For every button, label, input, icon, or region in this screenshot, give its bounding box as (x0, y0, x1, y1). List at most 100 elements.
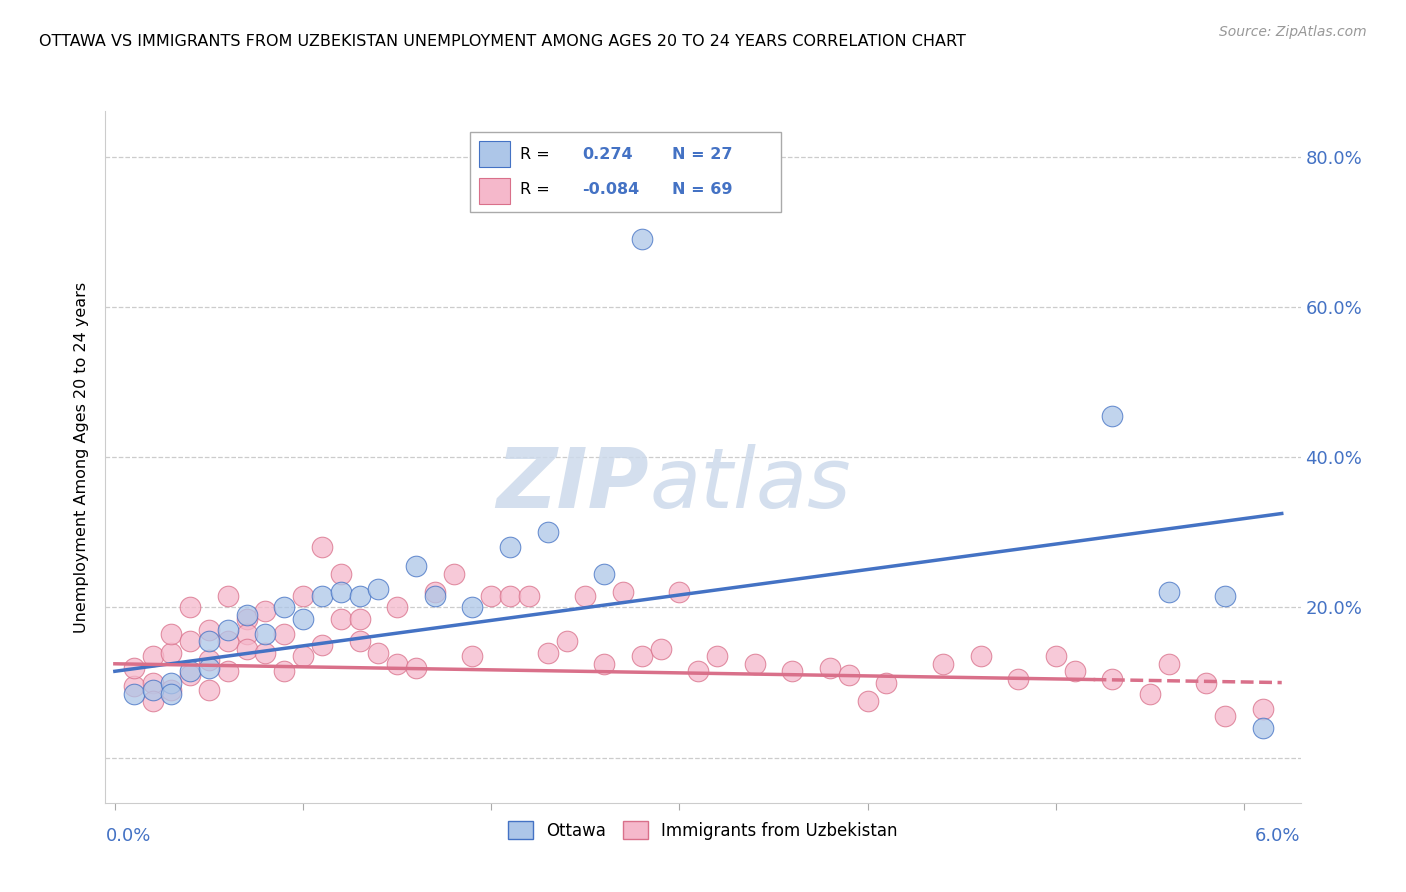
Point (461, 649, 484, 664)
Point (1007, 672, 1029, 686)
Legend: Ottawa, Immigrants from Uzbekistan: Ottawa, Immigrants from Uzbekistan (502, 814, 904, 847)
Point (574, 589, 596, 603)
Point (1139, 687, 1161, 701)
Point (537, 646, 560, 660)
Point (329, 585, 352, 599)
Point (254, 626, 277, 640)
Point (160, 646, 183, 660)
Point (1157, 657, 1180, 671)
Point (499, 541, 522, 555)
Point (217, 665, 239, 679)
Point (1101, 672, 1123, 686)
Point (349, 612, 371, 626)
Point (688, 665, 710, 679)
Point (311, 541, 333, 555)
Point (141, 675, 163, 690)
Point (179, 665, 201, 679)
Point (650, 641, 672, 656)
Point (292, 589, 315, 603)
Point (217, 634, 239, 648)
Point (782, 665, 804, 679)
Point (311, 589, 333, 603)
Point (1101, 409, 1123, 423)
Point (141, 694, 163, 708)
Point (876, 675, 898, 690)
Point (405, 559, 427, 574)
Point (461, 600, 484, 615)
Point (292, 649, 315, 664)
Point (744, 657, 766, 671)
Point (367, 646, 389, 660)
Point (235, 641, 257, 656)
Point (405, 660, 427, 674)
Point (593, 657, 616, 671)
Point (160, 683, 183, 698)
Point (311, 638, 333, 652)
Point (235, 607, 257, 622)
Point (254, 646, 277, 660)
Point (198, 653, 221, 667)
Text: atlas: atlas (650, 444, 851, 525)
Point (668, 585, 690, 599)
Point (443, 566, 465, 581)
Point (349, 634, 371, 648)
Point (217, 589, 239, 603)
Point (1251, 721, 1274, 735)
Point (423, 585, 446, 599)
Point (1157, 585, 1180, 599)
Point (122, 687, 145, 701)
Point (932, 657, 955, 671)
Point (198, 634, 221, 648)
Text: ZIP: ZIP (496, 444, 650, 525)
Point (1251, 702, 1274, 716)
Y-axis label: Unemployment Among Ages 20 to 24 years: Unemployment Among Ages 20 to 24 years (75, 282, 90, 632)
Point (198, 623, 221, 637)
Point (479, 589, 502, 603)
Point (818, 660, 841, 674)
Point (1195, 675, 1218, 690)
Point (292, 612, 315, 626)
Point (273, 626, 295, 640)
Point (329, 566, 352, 581)
Point (1063, 665, 1085, 679)
Text: Source: ZipAtlas.com: Source: ZipAtlas.com (1219, 25, 1367, 39)
Point (385, 600, 408, 615)
Point (612, 585, 634, 599)
Point (856, 694, 879, 708)
Point (179, 668, 201, 682)
Point (385, 657, 408, 671)
Text: 6.0%: 6.0% (1256, 827, 1301, 845)
Point (122, 660, 145, 674)
Point (969, 649, 991, 664)
Point (706, 649, 728, 664)
Text: 0.0%: 0.0% (105, 827, 150, 845)
Point (273, 600, 295, 615)
Point (630, 232, 652, 246)
Point (122, 679, 145, 693)
Text: OTTAWA VS IMMIGRANTS FROM UZBEKISTAN UNEMPLOYMENT AMONG AGES 20 TO 24 YEARS CORR: OTTAWA VS IMMIGRANTS FROM UZBEKISTAN UNE… (39, 34, 966, 49)
Point (838, 668, 860, 682)
Point (1045, 649, 1067, 664)
Point (179, 600, 201, 615)
Point (593, 566, 616, 581)
Point (349, 589, 371, 603)
Point (160, 675, 183, 690)
Point (630, 649, 652, 664)
Point (198, 683, 221, 698)
Point (499, 589, 522, 603)
Point (423, 589, 446, 603)
Point (517, 589, 540, 603)
Point (198, 660, 221, 674)
Point (160, 626, 183, 640)
Point (367, 582, 389, 596)
Point (555, 634, 578, 648)
Point (1213, 589, 1236, 603)
Point (160, 687, 183, 701)
Point (537, 525, 560, 540)
Point (235, 612, 257, 626)
Point (329, 612, 352, 626)
Point (273, 665, 295, 679)
Point (1213, 709, 1236, 723)
Point (254, 604, 277, 618)
Point (179, 634, 201, 648)
